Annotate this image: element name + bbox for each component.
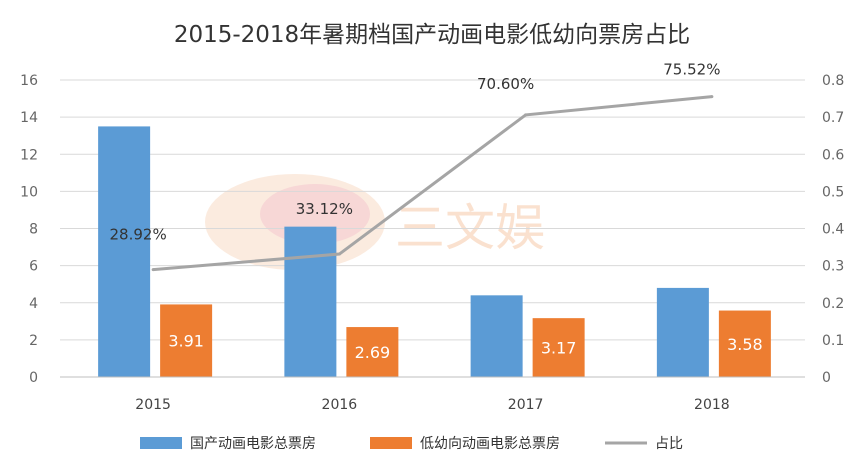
bar-total-box-office [284,226,337,377]
right-axis-tick-label: 0.5 [822,184,844,200]
ratio-data-label: 70.60% [477,75,534,93]
ratio-data-label: 33.12% [296,200,353,218]
bar-preschool-box-office [718,310,771,377]
left-axis-tick-label: 6 [29,259,38,275]
right-axis-tick-label: 0.7 [822,110,844,126]
legend-label: 占比 [655,436,683,452]
watermark-petal-shape [205,174,385,270]
bar-data-label: 2.69 [355,343,391,362]
left-axis-tick-label: 0 [29,370,38,386]
x-axis-tick-label: 2017 [508,397,544,413]
chart-title: 2015-2018年暑期档国产动画电影低幼向票房占比 [174,22,690,48]
legend-swatch [370,437,412,449]
ratio-point [524,113,528,117]
legend-swatch [140,437,182,449]
ratio-point [710,95,714,99]
right-axis-tick-label: 0.6 [822,147,844,163]
x-axis-tick-label: 2016 [322,397,358,413]
bar-data-label: 3.91 [168,332,204,351]
left-axis-tick-label: 8 [29,222,38,238]
left-axis-tick-label: 14 [20,110,38,126]
ratio-line [152,95,713,272]
ratio-point [151,268,155,272]
watermark-logo: 三文娱 [205,174,545,270]
right-axis-tick-label: 0.2 [822,296,844,312]
bar-total-box-office [98,126,151,377]
legend-label: 国产动画电影总票房 [190,436,316,452]
left-axis-tick-label: 4 [29,296,38,312]
left-axis-tick-label: 10 [20,184,38,200]
legend-label: 低幼向动画电影总票房 [420,436,560,452]
right-axis-tick-label: 0.8 [822,73,844,89]
bar-data-label: 3.17 [541,339,577,358]
bar-total-box-office [656,287,709,377]
x-axis-tick-label: 2015 [135,397,171,413]
bar-preschool-box-office [532,318,585,377]
ratio-data-label: 75.52% [663,61,720,79]
left-axis-tick-label: 2 [29,333,38,349]
right-axis-tick-label: 0.1 [822,333,844,349]
left-axis-tick-label: 16 [20,73,38,89]
ratio-point [337,252,341,256]
bar-preschool-box-office [346,327,399,377]
bar-total-box-office [470,295,523,377]
right-axis-tick-label: 0.4 [822,222,844,238]
bar-preschool-box-office [160,304,213,377]
x-axis-tick-label: 2018 [694,397,730,413]
left-axis-tick-label: 12 [20,147,38,163]
bar-data-label: 3.58 [727,335,763,354]
ratio-data-label: 28.92% [110,226,167,244]
right-axis-tick-label: 0 [822,370,831,386]
right-axis-tick-label: 0.3 [822,259,844,275]
